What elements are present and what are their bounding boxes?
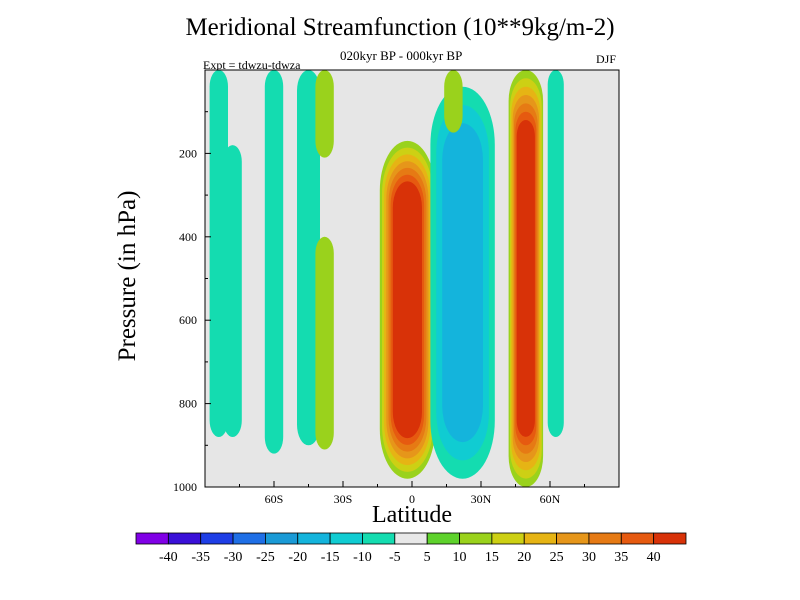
feature-band-6 bbox=[297, 70, 320, 446]
x-tick-label: 60N bbox=[540, 492, 561, 506]
contour-level--10 bbox=[547, 70, 564, 437]
colorbar-label: 40 bbox=[647, 550, 661, 565]
colorbar-label: -15 bbox=[321, 550, 340, 565]
colorbar: -40 -35 -30 -25 -20 -15 -10 -5 5 10 15 20 25 30 35 40 bbox=[135, 532, 687, 565]
colorbar-box bbox=[653, 532, 687, 545]
x-tick-label: 60S bbox=[265, 492, 284, 506]
feature-cell-1 bbox=[508, 70, 544, 487]
contour-level--10 bbox=[297, 70, 320, 446]
colorbar-box bbox=[620, 532, 655, 545]
contour-level--10 bbox=[223, 145, 242, 437]
colorbar-box bbox=[265, 532, 299, 545]
contour-level-40 bbox=[392, 181, 422, 439]
colorbar-box bbox=[232, 532, 266, 545]
contour-level-40 bbox=[516, 120, 535, 437]
y-tick-label: 600 bbox=[179, 313, 197, 327]
contour-level-10 bbox=[315, 70, 334, 158]
feature-cell-2 bbox=[430, 86, 495, 479]
feature-band-9 bbox=[444, 70, 463, 133]
y-tick-label: 200 bbox=[179, 146, 197, 160]
feature-band-7 bbox=[315, 70, 334, 158]
feature-band-8 bbox=[315, 236, 334, 450]
feature-cell-0 bbox=[379, 140, 435, 479]
contour-level-10 bbox=[444, 70, 463, 133]
contour-level-10 bbox=[315, 236, 334, 450]
x-tick-label: 30S bbox=[334, 492, 353, 506]
colorbar-box bbox=[556, 532, 590, 545]
x-tick-label: 30N bbox=[471, 492, 492, 506]
colorbar-box bbox=[394, 532, 428, 545]
colorbar-label: -35 bbox=[191, 550, 210, 565]
chart-title: Meridional Streamfunction (10**9kg/m-2) bbox=[185, 14, 615, 41]
colorbar-box bbox=[167, 532, 202, 545]
colorbar-box bbox=[523, 532, 557, 545]
colorbar-label: 10 bbox=[453, 550, 467, 565]
colorbar-box bbox=[426, 532, 460, 545]
colorbar-box bbox=[135, 532, 169, 545]
contour-cells bbox=[209, 70, 564, 487]
x-axis-ticks: 60S 30S 0 30N 60N bbox=[204, 481, 620, 506]
y-tick-label: 1000 bbox=[173, 480, 197, 494]
contour-level--10 bbox=[264, 70, 284, 454]
x-axis-label: Latitude bbox=[372, 502, 452, 528]
colorbar-label: -10 bbox=[353, 550, 372, 565]
colorbar-label: 5 bbox=[424, 550, 431, 565]
colorbar-label: 15 bbox=[485, 550, 499, 565]
colorbar-box bbox=[459, 532, 493, 545]
season-label: DJF bbox=[596, 52, 617, 66]
colorbar-label: -20 bbox=[288, 550, 307, 565]
feature-band-5 bbox=[223, 145, 242, 437]
chart-subtitle: 020kyr BP - 000kyr BP bbox=[340, 48, 463, 63]
feature-band-10 bbox=[547, 70, 564, 437]
y-tick-label: 400 bbox=[179, 230, 197, 244]
colorbar-label: 30 bbox=[582, 550, 596, 565]
colorbar-box bbox=[362, 532, 396, 545]
colorbar-label: 20 bbox=[517, 550, 531, 565]
feature-band-4 bbox=[264, 70, 284, 454]
colorbar-box bbox=[491, 532, 525, 545]
colorbar-label: 35 bbox=[614, 550, 628, 565]
colorbar-box bbox=[588, 532, 622, 545]
colorbar-box bbox=[329, 532, 363, 545]
colorbar-label: -25 bbox=[256, 550, 275, 565]
contour-level--20 bbox=[442, 123, 483, 443]
colorbar-label: -40 bbox=[159, 550, 178, 565]
y-tick-label: 800 bbox=[179, 397, 197, 411]
colorbar-label: -5 bbox=[389, 550, 401, 565]
colorbar-box bbox=[200, 532, 234, 545]
y-axis-ticks: 200 400 600 800 1000 bbox=[173, 111, 211, 494]
experiment-label: Expt = tdwzu-tdwza bbox=[203, 58, 301, 72]
colorbar-box bbox=[297, 532, 331, 545]
x-tick-label: 0 bbox=[409, 492, 415, 506]
colorbar-label: -30 bbox=[224, 550, 243, 565]
colorbar-label: 25 bbox=[550, 550, 564, 565]
